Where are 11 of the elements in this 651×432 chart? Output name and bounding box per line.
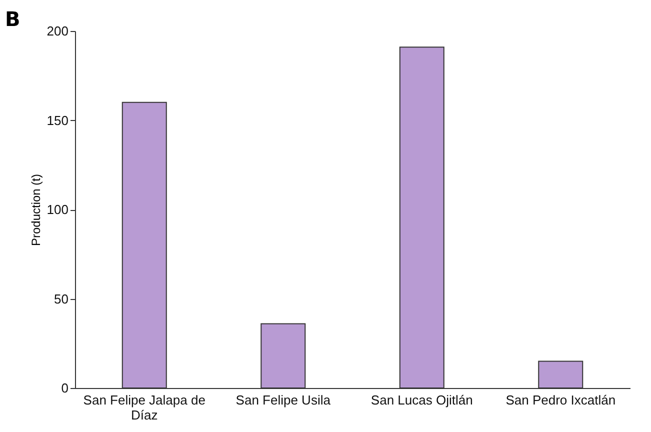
x-tick-label: San Lucas Ojitlán — [370, 392, 473, 408]
x-tick-label: San Pedro Ixcatlán — [506, 392, 616, 408]
y-tick-label: 200 — [46, 24, 68, 38]
y-tick-label: 150 — [46, 112, 68, 128]
x-tick-label: San Felipe Usila — [236, 392, 332, 408]
x-tick-label: San Felipe Jalapa de Díaz — [83, 392, 206, 422]
y-tick-label: 50 — [54, 291, 68, 306]
y-tick-label: 100 — [46, 202, 68, 217]
y-axis-title: Production (t) — [28, 174, 43, 246]
chart-title: B — [5, 7, 20, 31]
y-tick-label: 0 — [61, 380, 68, 396]
